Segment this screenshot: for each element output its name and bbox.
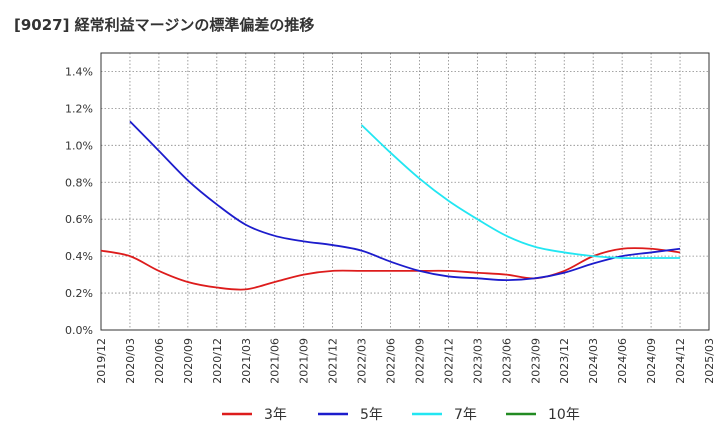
x-tick-label: 2019/12	[95, 338, 108, 384]
y-tick-label: 0.4%	[65, 250, 93, 263]
x-tick-label: 2023/09	[529, 338, 542, 384]
y-tick-label: 0.8%	[65, 176, 93, 189]
x-tick-label: 2020/06	[153, 338, 166, 384]
x-tick-label: 2021/12	[327, 338, 340, 384]
chart-title: [9027] 経常利益マージンの標準偏差の推移	[14, 16, 315, 34]
x-tick-label: 2022/09	[413, 338, 426, 384]
x-tick-label: 2024/09	[645, 338, 658, 384]
series-line-5年	[129, 120, 681, 282]
x-tick-label: 2020/03	[124, 338, 137, 384]
x-tick-label: 2023/12	[558, 338, 571, 384]
x-tick-label: 2021/09	[298, 338, 311, 384]
legend-label: 5年	[360, 407, 383, 423]
x-tick-label: 2022/03	[356, 338, 369, 384]
y-tick-label: 0.6%	[65, 213, 93, 226]
x-tick-label: 2020/12	[211, 338, 224, 384]
x-tick-label: 2022/12	[442, 338, 455, 384]
x-tick-label: 2023/06	[500, 338, 513, 384]
legend-label: 10年	[548, 407, 580, 423]
y-tick-label: 0.0%	[65, 324, 93, 337]
x-tick-label: 2024/12	[674, 338, 687, 384]
x-tick-label: 2025/03	[703, 338, 716, 384]
x-tick-label: 2024/06	[616, 338, 629, 384]
legend-label: 3年	[264, 407, 287, 423]
x-tick-label: 2021/06	[269, 338, 282, 384]
x-tick-label: 2021/03	[240, 338, 253, 384]
y-tick-label: 0.2%	[65, 287, 93, 300]
legend-label: 7年	[454, 407, 477, 423]
y-tick-label: 1.2%	[65, 102, 93, 115]
y-tick-label: 1.0%	[65, 139, 93, 152]
y-tick-label: 1.4%	[65, 65, 93, 78]
x-tick-label: 2024/03	[587, 338, 600, 384]
x-tick-label: 2023/03	[471, 338, 484, 384]
x-tick-label: 2020/09	[182, 338, 195, 384]
series-line-3年	[100, 247, 681, 291]
plot-area	[101, 53, 709, 330]
plot-border	[100, 52, 710, 331]
x-tick-label: 2022/06	[385, 338, 398, 384]
series-line-7年	[360, 124, 681, 260]
